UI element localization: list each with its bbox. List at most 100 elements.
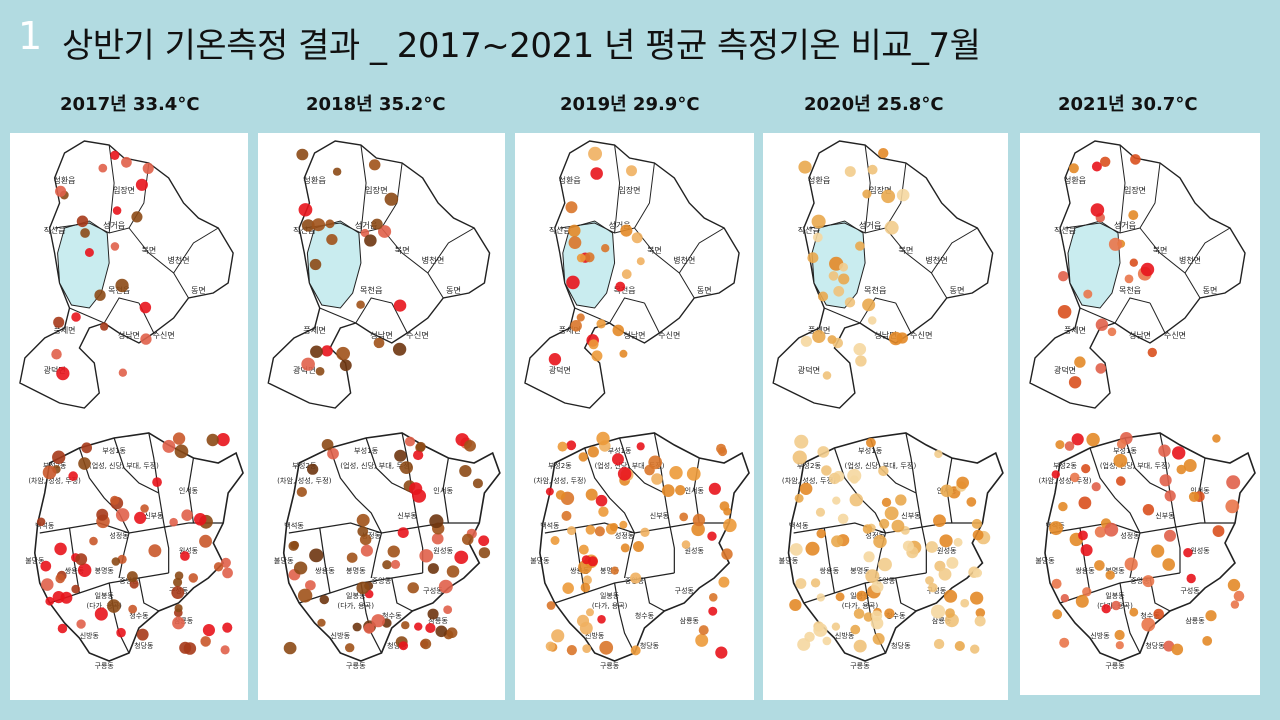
district-boundary [360,144,367,234]
temperature-marker [94,607,108,621]
temperature-marker [853,639,867,653]
temperature-marker [1091,482,1101,492]
temperature-marker [862,298,876,312]
temperature-marker [111,557,121,566]
temperature-marker [1058,271,1069,282]
temperature-marker [669,466,683,480]
temperature-marker [789,599,802,611]
temperature-marker [971,518,982,529]
temperature-marker [172,432,186,445]
district-boundary [793,522,983,534]
region-label: 청당동 [891,641,911,650]
temperature-marker [1186,573,1196,584]
map-group: 성환읍입장면직산읍성거읍북면병천면목천읍동면풍세면성남면수신면광덕면부성1동부성… [267,140,501,670]
temperature-marker [817,446,830,458]
region-label: (업성, 신당, 부대, 두정) [340,461,413,470]
temperature-marker [794,493,804,503]
region-label: 신부동 [901,511,921,520]
region-label: 불당동 [779,556,799,565]
temperature-marker [940,484,954,498]
temperature-marker [71,312,81,322]
temperature-marker [1212,434,1221,443]
map-group: 성환읍입장면직산읍성거읍북면병천면목천읍동면풍세면성남면수신면광덕면부성1동부성… [19,140,244,670]
temperature-marker [371,614,385,628]
temperature-marker [297,588,313,603]
temperature-marker [862,524,873,534]
map-panel-2017: 성환읍입장면직산읍성거읍북면병천면목천읍동면풍세면성남면수신면광덕면부성1동부성… [10,133,248,700]
temperature-marker [1052,609,1063,620]
district-boundary [148,432,165,524]
temperature-marker [827,335,837,344]
region-label: 쌍용동 [315,566,335,575]
temperature-marker [596,319,606,329]
region-label: 구룡동 [850,661,870,670]
temperature-marker [896,188,910,202]
temperature-marker [1226,475,1241,490]
district-boundary [128,227,189,299]
temperature-marker [1142,504,1155,516]
temperature-marker [139,301,152,314]
map-panel-2021: 성환읍 입장면 직산읍 성거읍 북면 병천면 목천읍 동면 풍세면 성남면 수신면 광덕면 부성1동 부성… [1020,133,1260,695]
temperature-marker [568,224,581,237]
temperature-marker [454,550,469,564]
temperature-marker [76,215,89,228]
district-boundary [1064,222,1141,234]
temperature-marker [1104,522,1119,537]
temperature-marker [222,622,233,633]
temperature-marker [1164,490,1176,502]
district-boundary [187,457,195,524]
temperature-marker [296,487,307,497]
district-boundary [1139,162,1161,229]
temperature-marker [378,225,392,238]
temperature-marker [811,214,826,229]
temperature-marker [1070,472,1080,483]
district-boundary [401,432,419,524]
district-boundary [864,144,871,234]
temperature-marker [582,644,592,653]
region-label: 봉명동 [850,566,870,575]
temperature-marker [598,506,609,517]
temperature-marker [1105,570,1115,580]
temperature-marker [1068,376,1082,389]
temperature-marker [393,299,407,312]
temperature-marker [661,484,675,497]
temperature-marker [364,234,377,247]
temperature-marker [953,537,963,547]
temperature-marker [795,578,807,589]
region-label: 삼룡동 [932,616,952,625]
district-boundary [895,302,912,334]
region-label: 광덕면 [798,365,821,375]
temperature-marker [1059,637,1070,648]
temperature-marker [305,580,316,591]
temperature-marker [427,608,439,620]
temperature-marker [970,591,984,605]
map-panel-2018: 성환읍입장면직산읍성거읍북면병천면목천읍동면풍세면성남면수신면광덕면부성1동부성… [258,133,505,700]
district-boundary [381,227,444,299]
district-boundary [319,307,356,324]
temperature-marker [134,511,147,524]
temperature-marker [116,627,126,638]
temperature-marker [884,608,895,619]
temperature-marker [1227,578,1241,592]
temperature-marker [708,593,718,602]
temperature-marker [419,549,434,563]
temperature-marker [1233,590,1245,602]
temperature-marker [939,534,953,548]
region-label: 청당동 [1145,641,1165,650]
district-boundary [584,447,636,579]
temperature-marker [1064,441,1075,451]
temperature-marker [568,236,582,249]
temperature-marker [695,633,709,647]
temperature-marker [928,583,938,593]
temperature-marker [1078,530,1088,541]
temperature-marker [972,568,983,578]
district-boundary [668,522,675,573]
temperature-marker [822,636,832,646]
region-label: 입장면 [619,185,641,195]
temperature-marker [867,164,878,175]
region-label: 불당동 [274,556,294,565]
temperature-marker [89,536,98,546]
district-boundary [365,437,413,494]
map-svg-2017: 성환읍입장면직산읍성거읍북면병천면목천읍동면풍세면성남면수신면광덕면부성1동부성… [19,140,244,670]
region-label: 광덕면 [549,365,571,375]
